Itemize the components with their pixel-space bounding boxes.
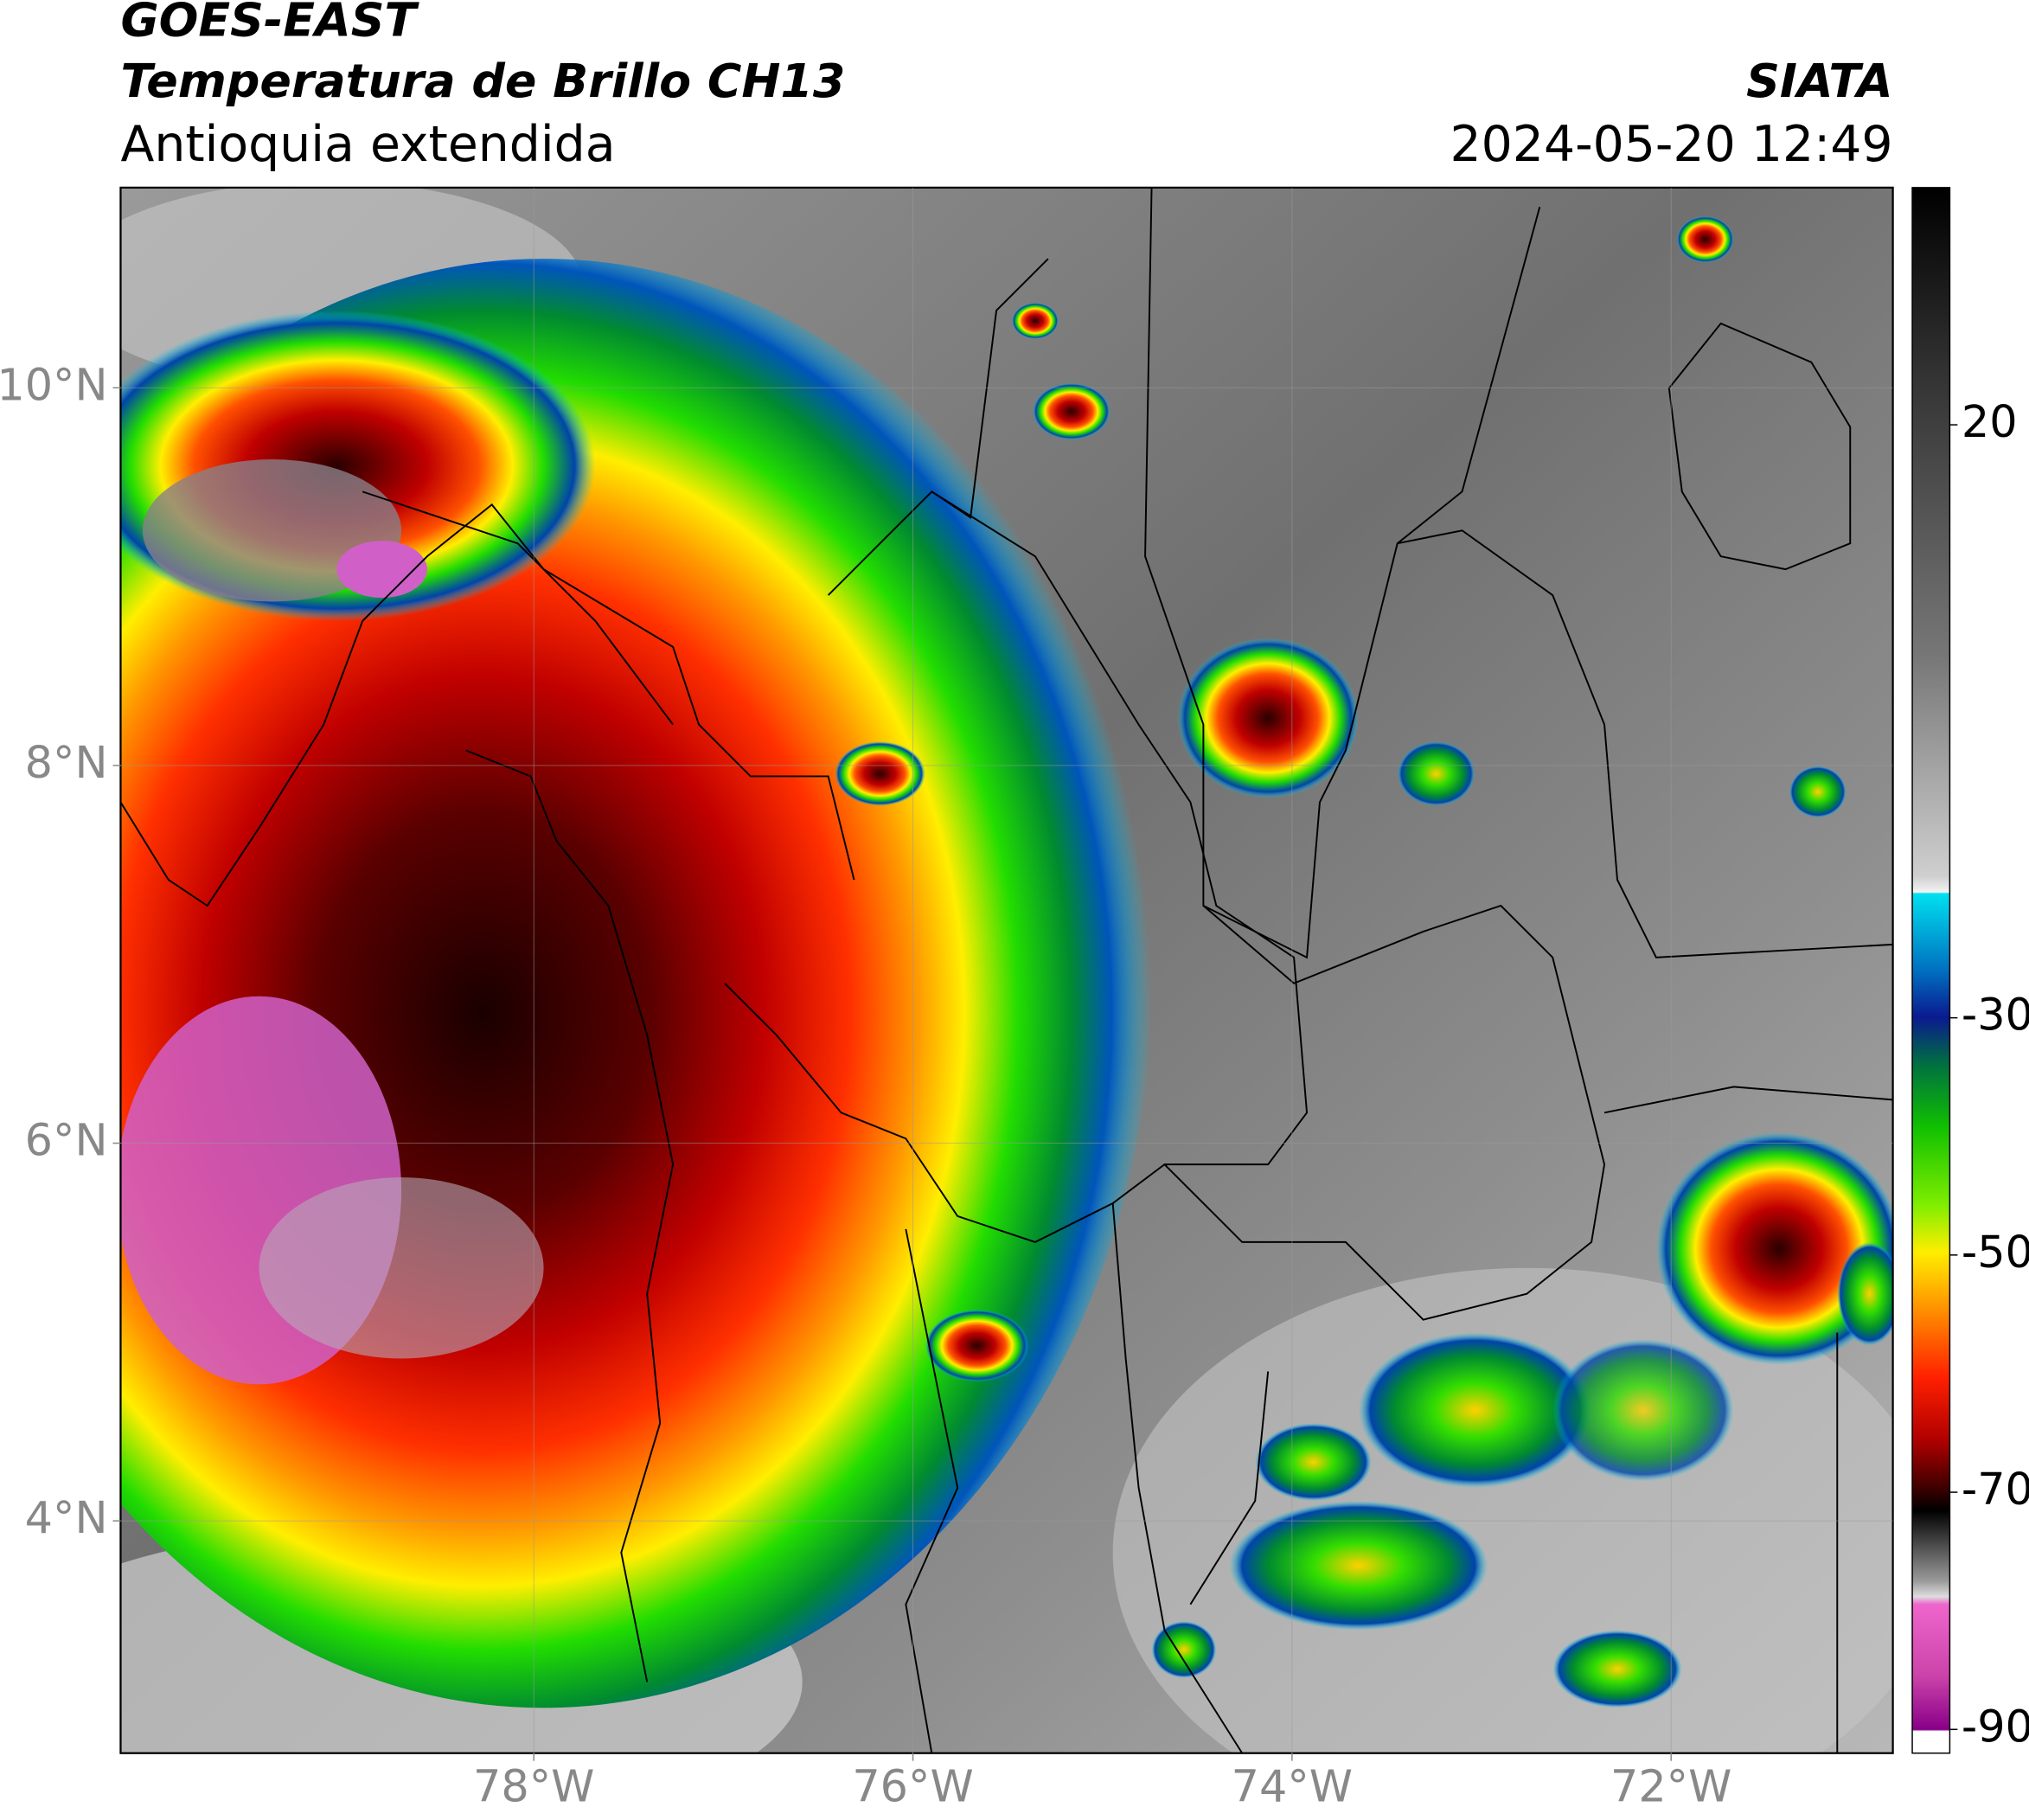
colorbar <box>1911 187 1951 1754</box>
colorbar-tick-label: -70 <box>1962 1464 2029 1515</box>
colorbar-tick-label: -50 <box>1962 1227 2029 1278</box>
colorbar-tick-label: -30 <box>1962 990 2029 1041</box>
map-frame <box>119 186 1894 1754</box>
graticule <box>120 187 1893 1753</box>
region-subtitle: Antioquia extendida <box>120 116 615 173</box>
lat-tick-label: 4°N <box>25 1492 108 1543</box>
lat-tick-label: 10°N <box>0 359 107 410</box>
lon-tick-label: 76°W <box>852 1761 973 1812</box>
source-title: GOES-EAST <box>120 0 419 48</box>
lon-tick-label: 74°W <box>1232 1761 1353 1812</box>
satellite-image <box>120 187 1893 1753</box>
lat-tick-label: 8°N <box>25 737 108 788</box>
product-title: Temperatura de Brillo CH13 <box>120 54 845 108</box>
lon-tick-label: 72°W <box>1610 1761 1731 1812</box>
lon-tick-label: 78°W <box>473 1761 594 1812</box>
colorbar-tick-label: -90 <box>1962 1701 2029 1752</box>
agency-label: SIATA <box>1746 54 1893 108</box>
lat-tick-label: 6°N <box>25 1115 108 1166</box>
colorbar-tick-label: 20 <box>1962 396 2018 447</box>
datetime-label: 2024-05-20 12:49 <box>1450 116 1893 173</box>
